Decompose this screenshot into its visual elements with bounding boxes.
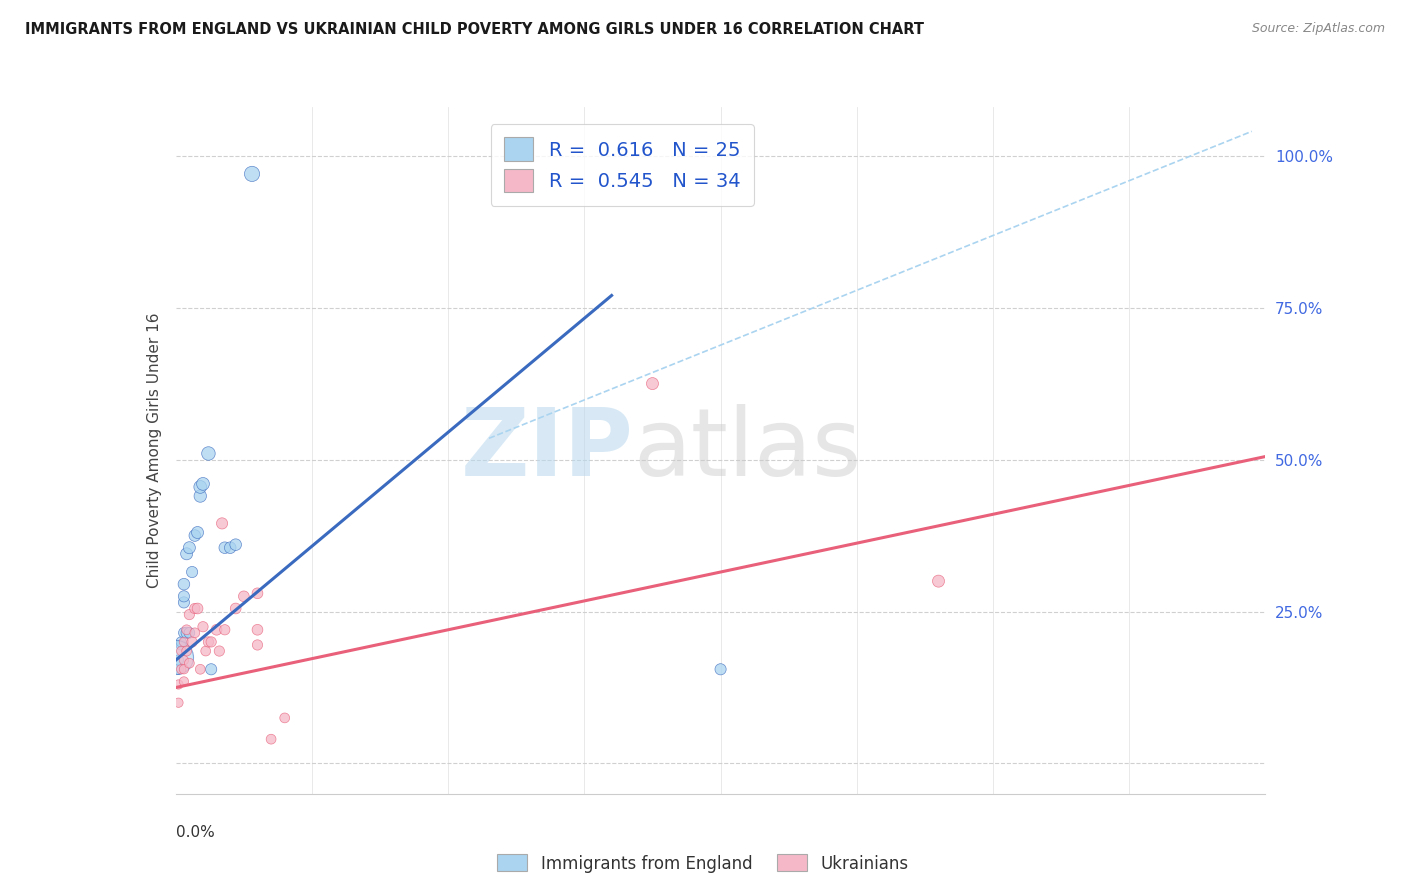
Point <box>173 625 195 640</box>
Point <box>170 662 193 676</box>
Point <box>181 635 204 649</box>
Point <box>184 625 207 640</box>
Text: atlas: atlas <box>633 404 862 497</box>
Point <box>214 623 236 637</box>
Point <box>186 525 209 540</box>
Point <box>165 650 187 665</box>
Point <box>176 547 198 561</box>
Point <box>170 644 193 658</box>
Point <box>167 696 190 710</box>
Point <box>176 644 198 658</box>
Point <box>194 644 217 658</box>
Point <box>246 638 269 652</box>
Point <box>173 590 195 604</box>
Point <box>176 625 198 640</box>
Point <box>232 590 254 604</box>
Point <box>184 601 207 615</box>
Point <box>188 480 211 494</box>
Point <box>173 595 195 609</box>
Point <box>197 635 219 649</box>
Point <box>274 711 297 725</box>
Point <box>200 635 222 649</box>
Point <box>167 662 190 676</box>
Point <box>246 586 269 600</box>
Legend: Immigrants from England, Ukrainians: Immigrants from England, Ukrainians <box>491 847 915 880</box>
Text: Source: ZipAtlas.com: Source: ZipAtlas.com <box>1251 22 1385 36</box>
Point <box>170 635 193 649</box>
Point <box>928 574 950 589</box>
Point <box>260 732 283 747</box>
Point <box>181 565 204 579</box>
Point <box>188 662 211 676</box>
Point <box>191 476 214 491</box>
Point <box>208 644 231 658</box>
Point <box>167 653 190 667</box>
Point <box>173 653 195 667</box>
Point <box>191 620 214 634</box>
Point <box>200 662 222 676</box>
Point <box>173 635 195 649</box>
Point <box>225 601 247 615</box>
Point <box>170 638 193 652</box>
Point <box>246 623 269 637</box>
Point <box>173 674 195 689</box>
Text: 0.0%: 0.0% <box>176 825 215 839</box>
Point <box>205 623 228 637</box>
Point <box>197 446 219 460</box>
Point <box>173 577 195 591</box>
Point <box>179 625 201 640</box>
Point <box>225 538 247 552</box>
Point <box>188 489 211 503</box>
Y-axis label: Child Poverty Among Girls Under 16: Child Poverty Among Girls Under 16 <box>146 313 162 588</box>
Point <box>179 656 201 670</box>
Point <box>179 541 201 555</box>
Point <box>184 528 207 542</box>
Point <box>179 607 201 622</box>
Point <box>173 662 195 676</box>
Point <box>710 662 733 676</box>
Point <box>167 677 190 691</box>
Point <box>214 541 236 555</box>
Legend: R =  0.616   N = 25, R =  0.545   N = 34: R = 0.616 N = 25, R = 0.545 N = 34 <box>491 124 754 206</box>
Point <box>641 376 664 391</box>
Point <box>219 541 242 555</box>
Text: ZIP: ZIP <box>461 404 633 497</box>
Text: IMMIGRANTS FROM ENGLAND VS UKRAINIAN CHILD POVERTY AMONG GIRLS UNDER 16 CORRELAT: IMMIGRANTS FROM ENGLAND VS UKRAINIAN CHI… <box>25 22 924 37</box>
Point <box>240 167 263 181</box>
Point <box>211 516 233 531</box>
Point <box>176 623 198 637</box>
Point <box>186 601 209 615</box>
